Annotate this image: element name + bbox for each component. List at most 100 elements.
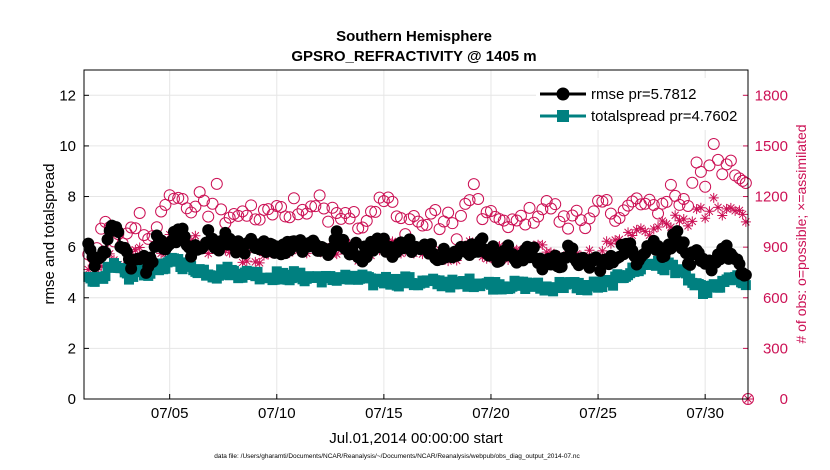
- obs-assimilated-point: [635, 223, 646, 234]
- obs-assimilated-point: [734, 205, 745, 216]
- rmse-point: [684, 258, 697, 271]
- obs-possible-point: [484, 204, 497, 217]
- obs-possible-point: [454, 209, 467, 222]
- obs-possible-point: [446, 217, 459, 230]
- obs-possible-point: [172, 191, 185, 204]
- obs-assimilated-point: [584, 245, 595, 256]
- obs-assimilated-point: [190, 230, 201, 241]
- obs-possible-point: [699, 180, 712, 193]
- obs-assimilated-point: [623, 227, 634, 238]
- obs-possible-point: [617, 204, 630, 217]
- y-tick-label-left: 12: [59, 87, 76, 104]
- obs-possible-point: [592, 194, 605, 207]
- obs-possible-point: [356, 221, 369, 234]
- y-tick-label-right: 1500: [755, 138, 788, 155]
- obs-assimilated-point: [224, 247, 235, 258]
- obs-possible-point: [163, 189, 176, 202]
- y-tick-label-right: 0: [780, 391, 788, 408]
- obs-possible-point: [202, 210, 215, 223]
- obs-possible-point: [416, 219, 429, 232]
- rmse-point: [238, 247, 251, 260]
- obs-possible-point: [322, 215, 335, 228]
- totalspread-point: [680, 268, 691, 279]
- legend-rmse-label: rmse pr=5.7812: [591, 86, 696, 103]
- obs-assimilated-point: [186, 235, 197, 246]
- legend-totalspread-marker: [557, 110, 569, 122]
- obs-possible-point: [540, 195, 553, 208]
- obs-possible-point: [287, 192, 300, 205]
- obs-possible-point: [497, 214, 510, 227]
- rmse-point: [476, 232, 489, 245]
- footnote: data file: /Users/gharamti/Documents/NCA…: [214, 453, 580, 460]
- obs-assimilated-point: [494, 240, 505, 251]
- obs-possible-point: [253, 213, 266, 226]
- totalspread-point: [659, 265, 670, 276]
- obs-assimilated-point: [740, 216, 751, 227]
- obs-possible-point: [639, 197, 652, 210]
- obs-possible-point: [519, 218, 532, 231]
- y-tick-label-left: 4: [68, 290, 76, 307]
- y-tick-label-right: 600: [763, 290, 788, 307]
- obs-possible-point: [587, 205, 600, 218]
- rmse-point: [146, 255, 159, 268]
- y-tick-label-right: 900: [763, 239, 788, 256]
- obs-assimilated-point: [605, 238, 616, 249]
- obs-assimilated-point: [725, 202, 736, 213]
- obs-assimilated-point: [331, 249, 342, 260]
- obs-possible-point: [369, 205, 382, 218]
- y-axis-right: 0 300 600 900 1200 1500 1800: [743, 87, 788, 408]
- obs-assimilated-point: [254, 257, 265, 268]
- obs-possible-point: [125, 221, 138, 234]
- obs-possible-point: [365, 205, 378, 218]
- obs-assimilated-point: [704, 206, 715, 217]
- obs-assimilated-point: [537, 239, 548, 250]
- obs-possible-point: [472, 192, 485, 205]
- obs-possible-point: [630, 192, 643, 205]
- obs-possible-point: [245, 199, 258, 212]
- obs-possible-point: [215, 203, 228, 216]
- obs-possible-point: [523, 201, 536, 214]
- series-totalspread: [83, 252, 751, 299]
- obs-assimilated-point: [700, 213, 711, 224]
- obs-assimilated-point: [203, 248, 214, 259]
- obs-possible-point: [566, 209, 579, 222]
- obs-possible-point: [622, 199, 635, 212]
- totalspread-point: [160, 263, 171, 274]
- obs-assimilated-point: [721, 203, 732, 214]
- obs-assimilated-point: [708, 192, 719, 203]
- obs-assimilated-point: [678, 213, 689, 224]
- obs-assimilated-point: [713, 202, 724, 213]
- obs-possible-point: [459, 197, 472, 210]
- obs-possible-point: [197, 194, 210, 207]
- obs-possible-point: [296, 203, 309, 216]
- obs-possible-point: [279, 210, 292, 223]
- obs-possible-point: [712, 153, 725, 166]
- obs-possible-point: [502, 221, 515, 234]
- obs-possible-point: [467, 178, 480, 191]
- y-tick-label-right: 1800: [755, 87, 788, 104]
- rmse-point: [671, 225, 684, 238]
- obs-assimilated-point: [631, 224, 642, 235]
- obs-assimilated-point: [241, 256, 252, 267]
- rmse-point: [377, 232, 390, 245]
- obs-possible-point: [442, 206, 455, 219]
- obs-possible-point: [420, 218, 433, 231]
- legend: rmse pr=5.7812 totalspread pr=4.7602: [536, 78, 742, 130]
- obs-possible-point: [240, 209, 253, 222]
- obs-possible-point: [694, 165, 707, 178]
- x-axis: 07/05 07/10 07/15 07/20 07/25 07/30: [151, 394, 724, 422]
- obs-possible-point: [232, 209, 245, 222]
- totalspread-point: [252, 266, 263, 277]
- obs-possible-point: [532, 210, 545, 223]
- totalspread-point: [295, 267, 306, 278]
- chart-title-line-1: Southern Hemisphere: [336, 28, 492, 45]
- totalspread-point: [156, 258, 167, 269]
- obs-possible-point: [270, 199, 283, 212]
- x-tick-label: 07/30: [686, 405, 724, 422]
- totalspread-point: [668, 259, 679, 270]
- rmse-point: [566, 242, 579, 255]
- obs-possible-point: [193, 186, 206, 199]
- obs-possible-point: [223, 211, 236, 224]
- totalspread-point: [464, 273, 475, 284]
